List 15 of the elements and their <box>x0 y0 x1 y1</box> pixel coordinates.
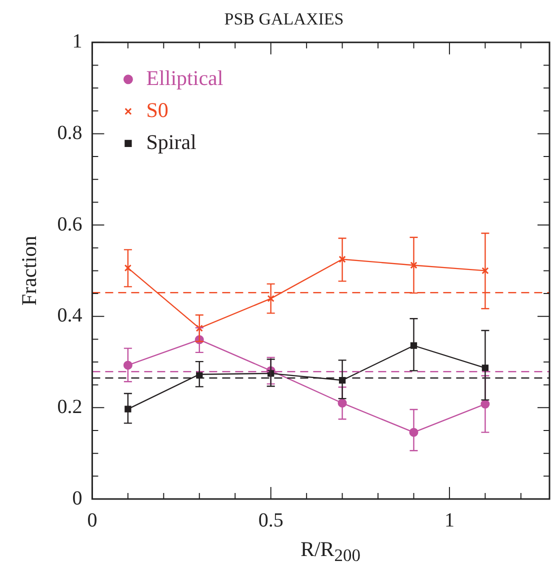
legend-label: Elliptical <box>146 66 224 90</box>
y-tick-label: 0 <box>72 487 82 510</box>
x-tick-label: 0 <box>87 509 98 532</box>
x-axis-title: R/R$_{200}$ <box>299 537 362 566</box>
y-tick-label: 0.4 <box>57 304 82 327</box>
legend-label: S0 <box>146 98 168 122</box>
y-tick-label: 0.2 <box>57 396 82 418</box>
y-tick-label: 1 <box>72 30 82 53</box>
chart-title: PSB GALAXIES <box>224 10 344 29</box>
x-tick-label: 0.5 <box>258 509 284 532</box>
y-tick-label: 0.8 <box>57 122 82 144</box>
x-tick-label: 1 <box>444 509 454 532</box>
y-axis-title: Fraction <box>17 235 42 306</box>
legend-label: Spiral <box>146 130 197 154</box>
y-tick-label: 0.6 <box>57 213 82 236</box>
